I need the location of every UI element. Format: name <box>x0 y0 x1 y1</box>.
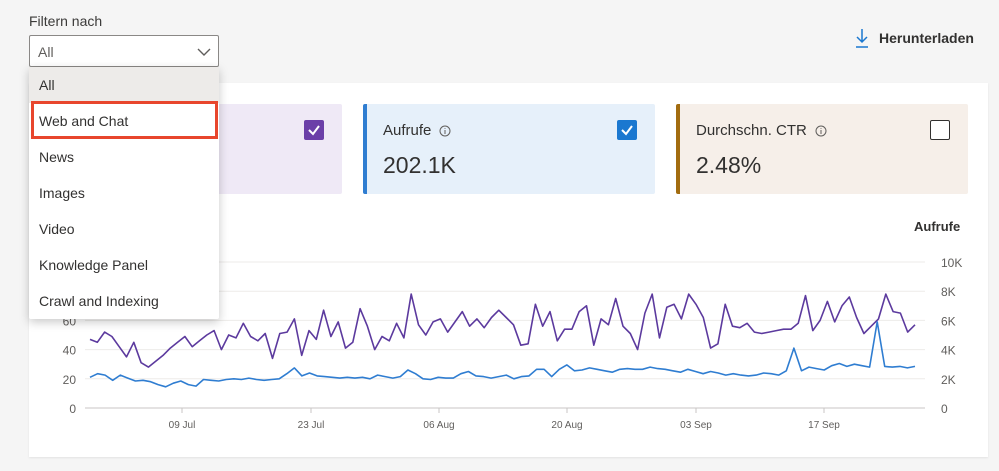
dropdown-item-crawl-and-indexing[interactable]: Crawl and Indexing <box>39 293 159 309</box>
dropdown-item-knowledge-panel[interactable]: Knowledge Panel <box>39 257 148 273</box>
kpi-ctr-value: 2.48% <box>696 152 762 178</box>
kpi-impressions-value: 202.1K <box>383 152 456 178</box>
kpi-card-impressions[interactable]: Aufrufe 202.1K <box>363 104 655 194</box>
dropdown-item-video[interactable]: Video <box>39 221 75 237</box>
chevron-down-icon <box>197 48 211 56</box>
download-button[interactable]: Herunterladen <box>855 27 974 49</box>
download-icon <box>856 29 868 48</box>
kpi-impressions-label: Aufrufe <box>383 122 432 139</box>
filter-dropdown-menu: All Web and Chat News Images Video Knowl… <box>29 67 219 319</box>
dropdown-item-news[interactable]: News <box>39 149 75 165</box>
filter-label: Filtern nach <box>29 13 103 29</box>
dropdown-item-all[interactable]: All <box>29 67 219 103</box>
checkbox-icon[interactable] <box>617 120 637 140</box>
checkbox-icon[interactable] <box>930 120 950 140</box>
dropdown-item-images[interactable]: Images <box>39 185 85 201</box>
download-label: Herunterladen <box>879 30 974 46</box>
right-axis-title: Aufrufe <box>914 219 961 234</box>
filter-select[interactable]: All <box>29 35 219 67</box>
kpi-card-ctr[interactable]: Durchschn. CTR 2.48% <box>676 104 968 194</box>
highlight-annotation <box>31 101 218 139</box>
kpi-card-clicks[interactable] <box>208 104 342 194</box>
filter-select-value: All <box>38 44 54 60</box>
info-icon <box>439 125 451 136</box>
checkbox-icon[interactable] <box>304 120 324 140</box>
info-icon <box>815 125 827 136</box>
kpi-ctr-label: Durchschn. CTR <box>696 122 807 139</box>
dropdown-item-web-and-chat[interactable]: Web and Chat <box>39 113 129 129</box>
